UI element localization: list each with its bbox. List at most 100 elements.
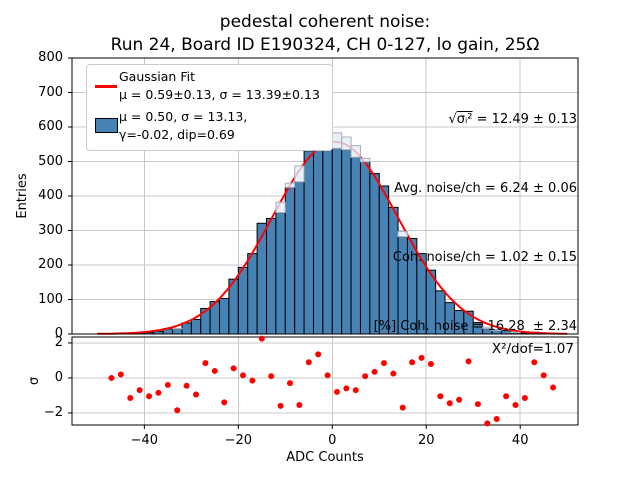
main-y-tick-label: 100	[38, 291, 63, 307]
main-y-tick-label: 400	[38, 188, 63, 203]
residual-point	[390, 370, 397, 377]
residual-point	[352, 387, 359, 394]
residual-point	[174, 407, 181, 414]
histogram-bar	[275, 212, 286, 335]
residual-point	[249, 377, 256, 384]
ideal-histogram-cap	[491, 329, 502, 332]
residual-point	[193, 391, 200, 398]
residual-point	[183, 382, 190, 389]
main-y-tick-label: 500	[38, 153, 63, 169]
histogram-patch-swatch	[95, 118, 118, 133]
residual-point	[427, 360, 434, 367]
residual-point	[343, 385, 350, 392]
plot-title: pedestal coherent noise: Run 24, Board I…	[5, 11, 640, 57]
residual-point	[512, 402, 519, 409]
histogram-bar	[181, 322, 192, 335]
residual-point	[550, 384, 557, 391]
residual-point	[155, 389, 162, 396]
residual-point	[315, 351, 322, 358]
legend-hist-params-line1: μ = 0.50, σ = 13.13,	[119, 109, 248, 124]
histogram-bar	[190, 319, 202, 335]
residual-point	[456, 396, 463, 403]
residual-point	[503, 393, 510, 400]
residual-point	[211, 367, 218, 374]
histogram-bar	[172, 328, 183, 335]
residual-point	[437, 393, 444, 400]
residual-point	[333, 388, 340, 395]
histogram-bar	[341, 149, 352, 335]
legend-fit-label: Gaussian Fit	[119, 69, 195, 84]
residual-y-tick-label: 2	[54, 334, 63, 350]
residual-point	[305, 359, 312, 366]
histogram-bar	[219, 297, 230, 335]
residual-point	[296, 402, 303, 409]
x-tick-label: 0	[328, 433, 337, 448]
main-y-tick-label: 600	[38, 119, 63, 134]
residual-point	[240, 372, 247, 379]
plot-title-line1: pedestal coherent noise:	[219, 12, 431, 32]
ideal-histogram-cap	[284, 182, 296, 188]
main-y-tick-label: 700	[38, 84, 63, 100]
x-tick-label: 20	[417, 433, 435, 448]
legend-fit-params: μ = 0.59±0.13, σ = 13.39±0.13	[119, 87, 320, 102]
histogram-bar	[256, 222, 268, 335]
residual-axes-frame	[71, 336, 579, 426]
residual-point	[446, 400, 453, 407]
residual-point	[418, 354, 425, 361]
noise-stats-block: √σᵢ² = 12.49 ± 0.13 Avg. noise/ch = 6.24…	[374, 62, 577, 384]
residual-point	[324, 372, 331, 379]
ideal-histogram-cap	[397, 231, 408, 238]
histogram-bar	[247, 253, 258, 335]
residual-point	[277, 402, 284, 409]
residual-point	[362, 373, 369, 380]
residual-point	[136, 387, 143, 394]
residual-point	[117, 371, 124, 378]
x-tick-label: 40	[511, 433, 529, 448]
histogram-bar	[350, 156, 361, 335]
residual-point	[202, 360, 209, 367]
stats-avg-noise: Avg. noise/ch = 6.24 ± 0.06	[394, 181, 577, 196]
residual-point	[268, 373, 275, 380]
residual-point	[164, 381, 171, 388]
stats-pct-coh-noise: [%] Coh. noise = 16.28 ± 2.34	[373, 319, 577, 334]
stats-coh-noise: Coh. noise/ch = 1.02 ± 0.15	[392, 250, 577, 265]
ideal-histogram-cap	[331, 132, 343, 149]
histogram-bar	[284, 186, 296, 335]
histogram-bar	[322, 141, 333, 335]
residual-point	[409, 359, 416, 366]
residual-point	[493, 416, 500, 423]
x-axis-label: ADC Counts	[286, 450, 364, 465]
ideal-histogram-cap	[482, 326, 493, 329]
histogram-bar	[331, 147, 343, 335]
main-y-tick-label: 200	[38, 257, 63, 272]
histogram-bar	[303, 150, 314, 335]
residual-point	[127, 395, 134, 402]
residual-point	[371, 368, 378, 375]
residual-point	[399, 404, 406, 411]
ideal-histogram-cap	[350, 145, 361, 158]
sqrt-radicand: σᵢ²	[456, 112, 473, 127]
ideal-histogram-cap	[275, 201, 286, 214]
gaussian-fit-line-swatch	[95, 85, 117, 88]
main-y-tick-label: 800	[38, 50, 63, 65]
residual-point	[258, 335, 265, 342]
x-tick-label: −40	[130, 433, 159, 448]
histogram-bar	[266, 217, 277, 335]
legend-hist-params-line2: γ=-0.02, dip=0.69	[119, 127, 235, 142]
ideal-histogram-cap	[294, 165, 305, 183]
residual-point	[484, 420, 491, 427]
residual-y-tick-label: −2	[43, 404, 63, 420]
histogram-bar	[237, 266, 249, 335]
residual-point	[531, 359, 538, 366]
sqrt-symbol: √	[448, 112, 457, 127]
ideal-histogram-cap	[359, 157, 371, 163]
residual-point	[474, 401, 481, 408]
sqrt-value: = 12.49 ± 0.13	[472, 112, 577, 127]
residual-point	[221, 399, 228, 406]
x-tick-label: −20	[224, 433, 253, 448]
histogram-bar	[294, 181, 305, 335]
chi2-annotation: X²/dof=1.07	[491, 341, 574, 357]
residual-point	[540, 372, 547, 379]
residual-point	[465, 358, 472, 365]
